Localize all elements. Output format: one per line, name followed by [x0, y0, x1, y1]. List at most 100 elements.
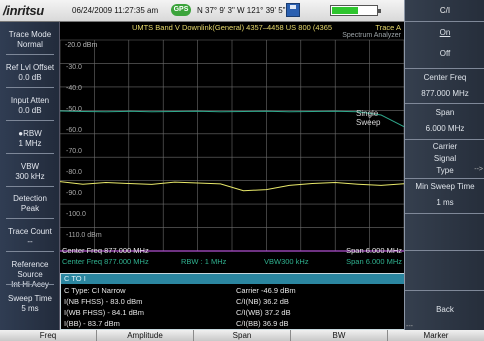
- sweep-time-label: Sweep Time: [7, 294, 53, 303]
- sweep-time-value: 5 ms: [21, 304, 39, 313]
- on-option[interactable]: On: [439, 28, 451, 37]
- carrier-signal-type-button[interactable]: Carrier Signal Type -->: [405, 142, 484, 176]
- c-type: C Type: CI Narrow: [64, 286, 126, 295]
- tab-bw[interactable]: BW: [291, 330, 388, 341]
- divider: [6, 120, 54, 121]
- off-option[interactable]: Off: [439, 49, 451, 58]
- detection-label: Detection: [13, 194, 47, 203]
- single-sweep-label: Single Sweep: [356, 109, 381, 127]
- carrier-signal-type-line: Carrier: [432, 142, 458, 151]
- rbw-value: 1 MHz: [18, 139, 42, 148]
- span-button-label: Span: [435, 108, 455, 117]
- results-header: C TO I: [61, 274, 404, 284]
- y-tick-label: -70.0: [66, 148, 82, 155]
- trace-tag: Trace A: [375, 23, 401, 32]
- analyzer-tag: Spectrum Analyzer: [342, 32, 401, 39]
- detection-item[interactable]: Detection Peak: [0, 194, 60, 219]
- c-to-i-results: C TO I C Type: CI Narrow Carrier -46.9 d…: [60, 273, 405, 330]
- trace-mode-label: Trace Mode: [8, 30, 52, 39]
- divider: [6, 218, 54, 219]
- trace-count-label: Trace Count: [8, 227, 52, 236]
- y-tick-label: -80.0: [66, 169, 82, 176]
- divider: [6, 251, 54, 252]
- ci-nb: C/I(NB) 36.2 dB: [236, 297, 289, 306]
- center-freq-readout: Center Freq 877.000 MHz: [62, 246, 149, 255]
- i-wb: I(WB FHSS) - 84.1 dBm: [64, 308, 145, 317]
- gps-indicator: GPS: [171, 4, 191, 16]
- tab-amplitude[interactable]: Amplitude: [97, 330, 194, 341]
- vbw-value: 300 kHz: [15, 172, 45, 181]
- center-freq-button[interactable]: Center Freq 877.000 MHz: [405, 73, 484, 101]
- trace-count-item[interactable]: Trace Count --: [0, 227, 60, 252]
- rbw-label: ●RBW: [18, 129, 42, 138]
- spectrum-trace: [60, 110, 404, 128]
- soft-key-panel: C/I On Off Center Freq 877.000 MHz Span …: [404, 0, 484, 330]
- gps-coordinates: N 37° 9' 3" W 121° 39' 5": [197, 6, 286, 15]
- y-tick-label: -40.0: [66, 85, 82, 92]
- date: 06/24/2009: [72, 6, 113, 15]
- divider: [6, 87, 54, 88]
- y-tick-label: -30.0: [66, 64, 82, 71]
- y-tick-label: -50.0: [66, 106, 82, 113]
- time: 11:27:35 am: [114, 6, 159, 15]
- i-bb: I(BB) - 83.7 dBm: [64, 319, 120, 328]
- reference-source-item[interactable]: Reference Source Int Hi Accy: [0, 260, 60, 290]
- sub-center-freq: Center Freq 877.000 MHz: [62, 257, 149, 266]
- input-atten-item[interactable]: Input Atten 0.0 dB: [0, 96, 60, 121]
- spectrum-plot: [60, 39, 404, 252]
- vbw-item[interactable]: VBW 300 kHz: [0, 162, 60, 187]
- tab-freq[interactable]: Freq: [0, 330, 97, 341]
- graph-title: UMTS Band V Downlink(General) 4357–4458 …: [131, 23, 333, 32]
- sweep-time-item[interactable]: Sweep Time 5 ms: [0, 294, 60, 314]
- date-time: 06/24/2009 11:27:35 am: [72, 6, 158, 15]
- input-atten-label: Input Atten: [10, 96, 50, 105]
- y-tick-label: -110.0 dBm: [66, 232, 102, 239]
- min-sweep-time-button[interactable]: Min Sweep Time 1 ms: [405, 182, 484, 210]
- vbw-readout: VBW300 kHz: [264, 257, 309, 266]
- center-freq-button-value: 877.000 MHz: [421, 89, 469, 98]
- span-button[interactable]: Span 6.000 MHz: [405, 108, 484, 136]
- main-menu-bar: Freq Amplitude Span BW Marker: [0, 330, 484, 341]
- divider: [6, 54, 54, 55]
- menu-title: C/I: [405, 0, 484, 22]
- detection-value: Peak: [20, 204, 40, 213]
- ref-level-label: -20.0 dBm: [65, 42, 98, 49]
- interference-trace: [60, 181, 404, 192]
- page-indicator: ---: [406, 323, 413, 330]
- back-button[interactable]: Back: [436, 305, 454, 314]
- y-tick-label: -100.0: [66, 211, 86, 218]
- divider: [6, 284, 54, 285]
- carrier-signal-type-line: Type -->: [405, 166, 484, 175]
- ref-lvl-offset-label: Ref Lvl Offset: [5, 63, 55, 72]
- i-nb: I(NB FHSS) - 83.0 dBm: [64, 297, 143, 306]
- ci-bb: C/I(BB) 36.9 dB: [236, 319, 289, 328]
- span-button-value: 6.000 MHz: [425, 124, 465, 133]
- reference-source-value: Int Hi Accy: [0, 280, 60, 290]
- ref-lvl-offset-item[interactable]: Ref Lvl Offset 0.0 dB: [0, 63, 60, 88]
- carrier-signal-type-line: Type: [436, 166, 454, 175]
- ref-lvl-offset-value: 0.0 dB: [18, 73, 42, 82]
- rbw-item[interactable]: ●RBW 1 MHz: [0, 129, 60, 154]
- vbw-label: VBW: [20, 162, 40, 171]
- carrier-signal-type-line: Signal: [433, 154, 457, 163]
- center-freq-button-label: Center Freq: [423, 73, 467, 82]
- submenu-arrow-icon: -->: [474, 166, 483, 173]
- on-off-toggle[interactable]: On Off: [405, 26, 484, 66]
- spectrum-graph: UMTS Band V Downlink(General) 4357–4458 …: [60, 22, 404, 272]
- min-sweep-time-label: Min Sweep Time: [415, 182, 475, 191]
- ci-wb: C/I(WB) 37.2 dB: [236, 308, 291, 317]
- tab-marker[interactable]: Marker: [423, 331, 449, 340]
- span-readout: Span 6.000 MHz: [346, 246, 402, 255]
- save-disk-icon[interactable]: [286, 3, 300, 17]
- rbw-readout: RBW : 1 MHz: [181, 257, 227, 266]
- input-atten-value: 0.0 dB: [18, 106, 42, 115]
- y-tick-label: -60.0: [66, 127, 82, 134]
- tab-span[interactable]: Span: [194, 330, 291, 341]
- sub-span-readout: Span 6.000 MHz: [346, 257, 402, 266]
- status-bar: /inritsu 06/24/2009 11:27:35 am GPS N 37…: [0, 0, 404, 22]
- brand-logo: /inritsu: [3, 3, 44, 18]
- trace-mode-item[interactable]: Trace Mode Normal: [0, 30, 60, 55]
- reference-source-label: Reference Source: [11, 260, 49, 279]
- trace-count-value: --: [27, 237, 33, 246]
- left-info-panel: Trace Mode Normal Ref Lvl Offset 0.0 dB …: [0, 22, 60, 330]
